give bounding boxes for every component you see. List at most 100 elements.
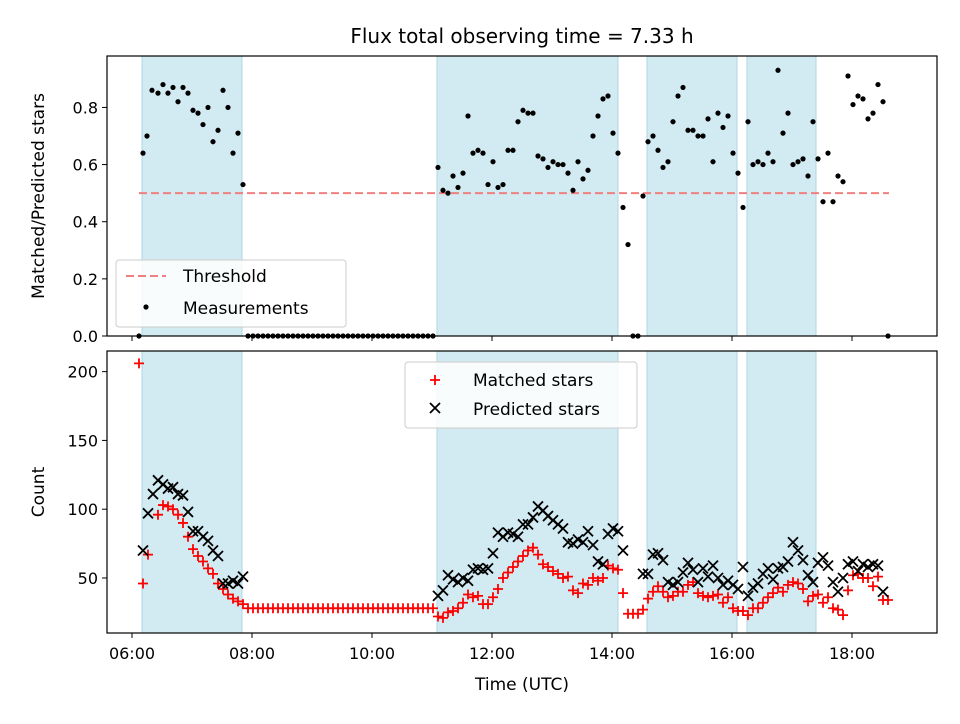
matched-star-point xyxy=(503,567,513,578)
predicted-star-point xyxy=(737,561,749,573)
measurement-point xyxy=(775,67,781,73)
matched-star-point xyxy=(518,550,528,561)
measurement-point xyxy=(144,133,150,139)
matched-star-point xyxy=(798,583,808,594)
observing-interval-band xyxy=(746,55,817,337)
predicted-star-point xyxy=(787,536,799,548)
predicted-star-point xyxy=(652,547,664,559)
measurement-point xyxy=(475,147,481,153)
measurement-point xyxy=(695,133,701,139)
matched-star-point xyxy=(793,578,803,589)
matched-star-point xyxy=(608,563,618,574)
y-tick-label: 0.2 xyxy=(73,270,98,289)
y-tick-label: 0.6 xyxy=(73,156,98,175)
measurement-point xyxy=(820,199,826,205)
matched-star-point xyxy=(713,589,723,600)
legend-matched-label: Matched stars xyxy=(473,371,593,391)
matched-star-point xyxy=(688,577,698,588)
x-axis-label: Time (UTC) xyxy=(474,675,569,695)
predicted-star-point xyxy=(462,575,474,587)
measurement-point xyxy=(830,199,836,205)
matched-star-point xyxy=(473,590,483,601)
measurement-point xyxy=(755,159,761,165)
measurement-point xyxy=(225,104,231,111)
matched-star-point xyxy=(468,592,478,603)
measurement-point xyxy=(610,130,616,136)
plot-frame xyxy=(106,55,938,337)
predicted-star-point xyxy=(527,511,539,524)
measurement-point xyxy=(175,99,181,105)
predicted-star-point xyxy=(512,531,524,543)
measurement-point xyxy=(445,190,451,196)
predicted-star-point xyxy=(637,568,649,580)
matched-star-point xyxy=(198,556,208,567)
measurement-point xyxy=(165,90,171,96)
measurement-point xyxy=(675,93,681,99)
measurement-point xyxy=(590,133,596,139)
predicted-star-point xyxy=(437,584,449,596)
matched-star-point xyxy=(678,586,688,597)
y-tick-label: 50 xyxy=(78,569,98,588)
measurement-point xyxy=(525,110,531,116)
measurement-point xyxy=(760,161,766,168)
measurement-point xyxy=(230,150,236,156)
y-tick-label: 150 xyxy=(67,431,98,450)
figure-title: Flux total observing time = 7.33 h xyxy=(350,24,693,48)
matched-star-point xyxy=(488,592,498,603)
predicted-star-point xyxy=(217,577,229,590)
measurement-point xyxy=(170,84,176,91)
measurement-point xyxy=(840,179,846,185)
matched-star-point xyxy=(213,578,223,589)
measurement-point xyxy=(745,119,751,125)
observing-interval-band xyxy=(646,350,738,634)
measurement-point xyxy=(715,110,721,116)
matched-star-point xyxy=(438,612,448,623)
measurement-point xyxy=(570,187,576,193)
measurement-point xyxy=(550,159,556,165)
measurement-point xyxy=(595,113,601,119)
measurement-point xyxy=(455,184,461,191)
y-tick-label: 0.4 xyxy=(73,213,98,232)
measurement-point xyxy=(195,110,201,116)
predicted-star-point xyxy=(237,570,249,583)
matched-star-point xyxy=(178,517,188,528)
matched-star-point xyxy=(158,500,168,511)
measurement-point xyxy=(710,159,716,165)
measurement-point xyxy=(665,159,671,165)
legend-measurement-swatch xyxy=(143,304,149,310)
predicted-star-point xyxy=(232,577,244,590)
measurement-point xyxy=(660,164,666,171)
measurement-point xyxy=(520,107,526,113)
predicted-star-point xyxy=(817,551,829,563)
predicted-star-point xyxy=(642,568,654,580)
predicted-star-point xyxy=(487,547,499,559)
predicted-star-point xyxy=(732,583,744,595)
matched-star-point xyxy=(803,596,813,607)
measurement-point xyxy=(465,113,471,119)
matched-star-point xyxy=(718,597,728,608)
matched-star-point xyxy=(573,588,583,599)
legend-box xyxy=(115,259,347,328)
matched-star-point xyxy=(818,597,828,608)
predicted-star-point xyxy=(692,576,704,588)
predicted-star-point xyxy=(597,558,609,570)
measurement-point xyxy=(565,170,571,176)
legend-threshold-label: Threshold xyxy=(182,267,267,287)
matched-star-point xyxy=(168,504,178,515)
predicted-star-point xyxy=(742,590,754,602)
matched-star-point xyxy=(833,604,843,615)
measurement-point xyxy=(805,173,811,179)
observing-interval-band xyxy=(141,350,243,634)
measurement-point xyxy=(620,204,626,211)
y-tick-label: 0.0 xyxy=(73,327,98,346)
matched-star-point xyxy=(823,592,833,603)
predicted-star-point xyxy=(702,570,714,583)
measurement-point xyxy=(680,84,686,91)
x-tick-label: 12:00 xyxy=(469,644,515,663)
measurement-point xyxy=(435,164,441,171)
matched-star-point xyxy=(188,544,198,555)
x-tick-label: 10:00 xyxy=(349,644,395,663)
predicted-star-point xyxy=(202,535,214,547)
matched-star-point xyxy=(458,597,468,608)
